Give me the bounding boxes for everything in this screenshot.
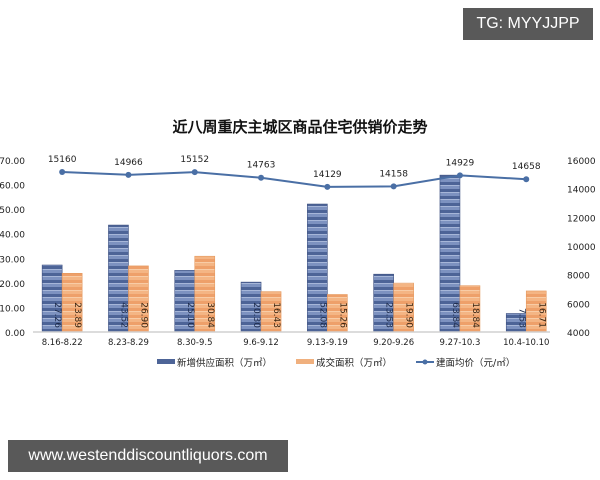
- price-point-marker: [191, 169, 198, 176]
- price-point-label: 14158: [379, 169, 408, 179]
- x-axis-category: 8.23-8.29: [108, 338, 149, 348]
- bar-series: 27.26 23.89 43.52 26.90 25.10 30.84 20.30 16.43…: [41, 174, 547, 333]
- x-axis-category: 9.13-9.19: [307, 338, 348, 348]
- bar-value-label: 16.43: [271, 302, 281, 328]
- legend-marker-price: [422, 359, 428, 365]
- x-axis-category: 8.16-8.22: [42, 338, 83, 348]
- left-axis-tick: 40.00: [0, 231, 25, 241]
- x-axis-category: 9.6-9.12: [243, 338, 279, 348]
- left-axis-tick: 0.00: [5, 329, 25, 339]
- right-axis-tick: 14000: [567, 186, 596, 196]
- bar-value-label: 18.84: [470, 302, 480, 328]
- left-axis-tick: 60.00: [0, 182, 25, 192]
- right-axis-tick: 6000: [567, 300, 590, 310]
- x-axis-category: 9.20-9.26: [373, 338, 414, 348]
- bar-value-label: 16.71: [536, 302, 546, 328]
- bar-value-label: 20.30: [251, 302, 261, 328]
- price-point-label: 15152: [180, 155, 209, 165]
- bar-value-label: 43.52: [118, 302, 128, 328]
- price-point-label: 14763: [247, 161, 276, 171]
- price-point-marker: [390, 183, 397, 190]
- bar-value-label: 7.53: [516, 308, 526, 328]
- bar-value-label: 23.53: [384, 302, 394, 328]
- price-point-marker: [59, 169, 66, 176]
- bar-value-label: 15.26: [337, 302, 347, 328]
- price-point-label: 14966: [114, 158, 143, 168]
- left-axis-tick: 30.00: [0, 255, 25, 265]
- bar-value-label: 26.90: [138, 302, 148, 328]
- price-point-label: 14129: [313, 170, 342, 180]
- left-axis-tick: 10.00: [0, 304, 25, 314]
- legend-label-transaction: 成交面积（万㎡）: [316, 357, 392, 369]
- bar-value-label: 23.89: [72, 302, 82, 328]
- x-axis-labels: 8.16-8.22 8.23-8.29 8.30-9.5 9.6-9.12 9.13-9…: [42, 338, 550, 348]
- bar-value-label: 52.08: [317, 302, 327, 328]
- right-axis-tick: 4000: [567, 329, 590, 339]
- left-axis-tick: 50.00: [0, 206, 25, 216]
- right-axis-tick: 12000: [567, 214, 596, 224]
- x-axis-category: 10.4-10.10: [503, 338, 549, 348]
- legend-swatch-transaction: [296, 359, 314, 364]
- chart-title: 近八周重庆主城区商品住宅供销价走势: [172, 118, 428, 136]
- price-point-marker: [125, 171, 132, 178]
- chart-legend: 新增供应面积（万㎡） 成交面积（万㎡） 建面均价（元/㎡）: [157, 357, 515, 369]
- right-axis-tick: 10000: [567, 243, 596, 253]
- right-axis-tick: 16000: [567, 157, 596, 167]
- watermark-bottom-badge: www.westenddiscountliquors.com: [8, 440, 288, 472]
- left-y-axis: 0.00 10.00 20.00 30.00 40.00 50.00 60.00 70.00: [0, 157, 25, 339]
- price-point-marker: [456, 172, 463, 179]
- bar-value-label: 63.84: [450, 302, 460, 328]
- price-point-marker: [258, 174, 265, 181]
- legend-label-price: 建面均价（元/㎡）: [436, 357, 515, 369]
- bar-value-label: 19.90: [404, 302, 414, 328]
- legend-label-supply: 新增供应面积（万㎡）: [177, 357, 272, 369]
- left-axis-tick: 20.00: [0, 280, 25, 290]
- x-axis-category: 8.30-9.5: [177, 338, 213, 348]
- watermark-top-badge: TG: MYYJJPP: [463, 8, 593, 40]
- right-axis-tick: 8000: [567, 272, 590, 282]
- bar-value-label: 30.84: [205, 302, 215, 328]
- price-point-label: 14658: [512, 162, 541, 172]
- price-point-label: 15160: [48, 155, 77, 165]
- right-y-axis: 4000 6000 8000 10000 12000 14000 16000: [567, 157, 596, 339]
- legend-swatch-supply: [157, 359, 175, 364]
- price-point-label: 14929: [446, 158, 475, 168]
- bar-value-label: 27.26: [52, 302, 62, 328]
- price-point-marker: [523, 176, 530, 183]
- price-line-series: 15160 14966 15152 14763 14129 14158 14929 14658: [48, 155, 541, 190]
- bar-value-label: 25.10: [185, 302, 195, 328]
- x-axis-category: 9.27-10.3: [439, 338, 480, 348]
- left-axis-tick: 70.00: [0, 157, 25, 167]
- price-line: [62, 171, 527, 188]
- price-point-marker: [324, 183, 331, 190]
